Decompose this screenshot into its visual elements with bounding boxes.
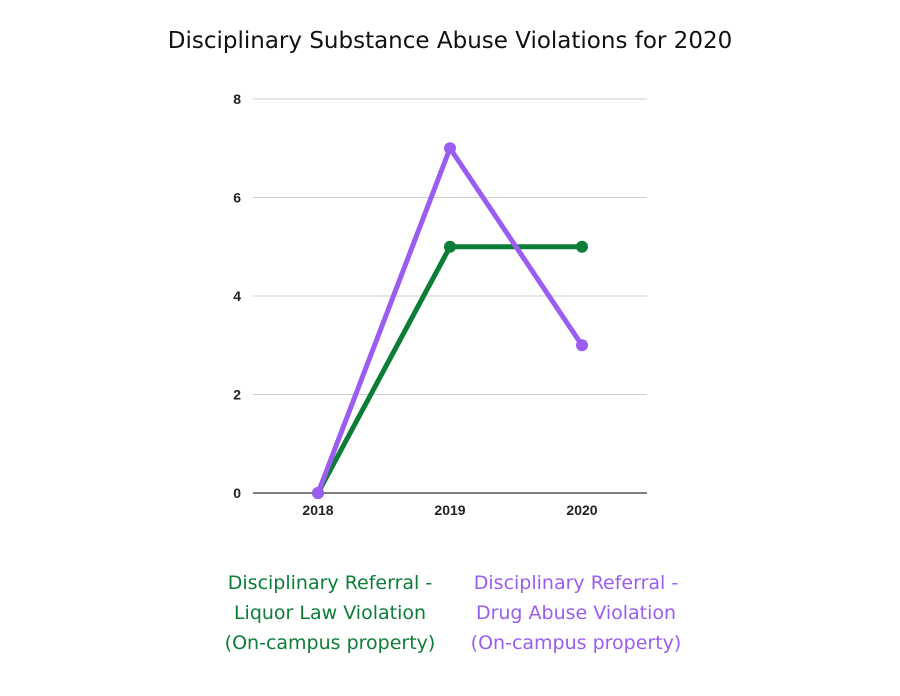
- data-point: [444, 240, 456, 253]
- y-tick-label: 4: [233, 288, 241, 304]
- chart-title: Disciplinary Substance Abuse Violations …: [167, 28, 733, 54]
- y-axis-ticks: 0 2 4 6 8: [233, 91, 241, 501]
- x-tick-label: 2018: [302, 502, 333, 518]
- x-tick-label: 2019: [434, 502, 465, 518]
- legend-line: Disciplinary Referral -: [227, 572, 433, 594]
- x-axis-ticks: 2018 2019 2020: [302, 502, 597, 518]
- y-tick-label: 6: [233, 190, 241, 206]
- series-line-1: [315, 145, 585, 496]
- x-tick-label: 2020: [566, 502, 597, 518]
- grid-lines: [253, 98, 647, 494]
- legend-item-liquor: Disciplinary Referral - Liquor Law Viola…: [200, 568, 460, 658]
- legend-item-drug: Disciplinary Referral - Drug Abuse Viola…: [446, 568, 706, 658]
- data-point: [312, 487, 324, 499]
- line-chart: 0 2 4 6 8 2018 2019 2020: [233, 91, 647, 518]
- y-tick-label: 8: [233, 91, 241, 107]
- y-tick-label: 0: [233, 485, 241, 501]
- data-point: [576, 339, 588, 352]
- data-point: [576, 240, 588, 253]
- legend-line: Liquor Law Violation: [233, 602, 427, 624]
- legend-line: (On-campus property): [224, 632, 436, 654]
- legend-line: (On-campus property): [470, 632, 682, 654]
- y-tick-label: 2: [233, 387, 241, 403]
- series-layer: [312, 142, 588, 499]
- data-point: [444, 142, 456, 155]
- legend-line: Disciplinary Referral -: [473, 572, 679, 594]
- legend-line: Drug Abuse Violation: [475, 602, 677, 624]
